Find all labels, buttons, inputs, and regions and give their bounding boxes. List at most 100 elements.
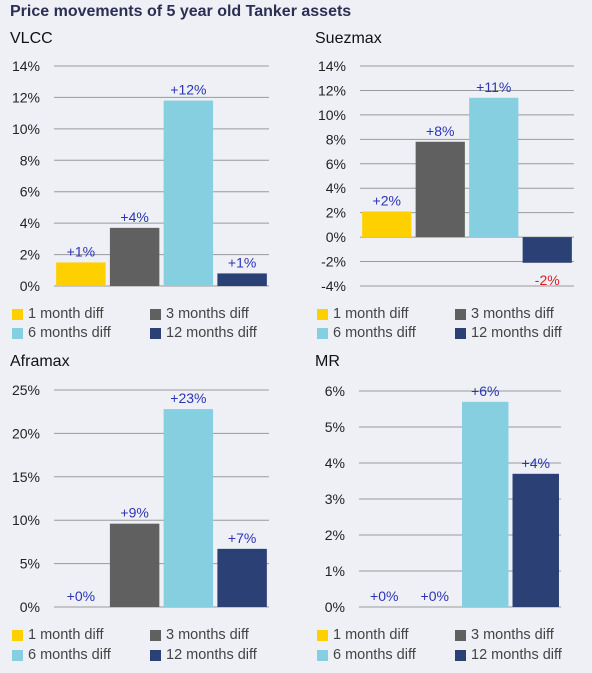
data-label: +0% [67, 588, 95, 604]
legend-item-3m: 3 months diff [455, 627, 554, 643]
bar [56, 262, 106, 286]
bar [163, 100, 214, 286]
y-tick-label: -2% [321, 254, 346, 270]
legend-item-12m: 12 months diff [455, 325, 562, 341]
data-label: +1% [228, 254, 256, 270]
legend-item-6m: 6 months diff [12, 325, 111, 341]
bar [462, 401, 509, 607]
y-tick-label: 0% [325, 599, 345, 615]
data-label: +11% [476, 79, 511, 95]
chart-title: VLCC [10, 30, 53, 47]
chart-panel-aframax: Aframax 0% 5% 10% 15% 20% 25% +0% +9% +23% +7% 1 … [0, 353, 296, 673]
legend-label: 12 months diff [471, 647, 562, 663]
legend-label: 6 months diff [333, 647, 416, 663]
data-label: -2% [535, 272, 560, 288]
legend-label: 3 months diff [166, 627, 249, 643]
y-tick-label: 0% [20, 278, 40, 294]
y-tick-label: 8% [326, 131, 346, 147]
legend-item-3m: 3 months diff [150, 306, 249, 322]
legend-item-1m: 1 month diff [317, 306, 409, 322]
chart-title: Aframax [10, 353, 70, 370]
legend-label: 3 months diff [166, 306, 249, 322]
legend-label: 1 month diff [28, 306, 104, 322]
chart-panel-mr: MR 0% 1% 2% 3% 4% 5% 6% +0% +0% +6% +4% 1 month di… [305, 353, 592, 673]
legend-label: 12 months diff [166, 647, 257, 663]
y-tick-label: 5% [20, 556, 40, 572]
legend-label: 12 months diff [471, 325, 562, 341]
y-tick-label: 10% [12, 121, 40, 137]
page-title: Price movements of 5 year old Tanker ass… [10, 3, 352, 20]
y-tick-label: 10% [12, 512, 40, 528]
y-tick-label: 0% [20, 599, 40, 615]
y-tick-label: 1% [325, 563, 345, 579]
legend-swatch [12, 308, 23, 320]
legend-swatch [150, 308, 161, 320]
data-label: +0% [370, 588, 398, 604]
y-tick-label: 0% [326, 229, 346, 245]
y-tick-label: 2% [20, 247, 40, 263]
legend-swatch [455, 327, 466, 339]
y-tick-label: 8% [20, 152, 40, 168]
y-tick-label: 15% [12, 469, 40, 485]
data-label: +2% [373, 192, 401, 208]
y-tick-label: 25% [12, 382, 40, 398]
bar [522, 237, 572, 263]
y-tick-label: 12% [12, 89, 40, 105]
data-label: +4% [120, 209, 148, 225]
legend-label: 1 month diff [28, 627, 104, 643]
legend-swatch [455, 629, 466, 641]
legend-swatch [317, 629, 328, 641]
bar [217, 273, 267, 286]
legend-label: 3 months diff [471, 627, 554, 643]
y-tick-label: 5% [325, 419, 345, 435]
legend-swatch [12, 629, 23, 641]
bar [415, 141, 465, 238]
legend-label: 1 month diff [333, 306, 409, 322]
legend-label: 12 months diff [166, 325, 257, 341]
chart-svg: 0% 5% 10% 15% 20% 25% +0% +9% +23% +7% [12, 382, 269, 615]
data-label: +0% [421, 588, 449, 604]
legend-swatch [455, 649, 466, 661]
y-tick-label: 2% [326, 205, 346, 221]
chart-title: Suezmax [315, 30, 382, 47]
bar [109, 227, 160, 286]
legend-swatch [317, 649, 328, 661]
legend-swatch [12, 327, 23, 339]
y-tick-label: 14% [318, 58, 346, 74]
bar [217, 548, 267, 607]
legend-item-3m: 3 months diff [455, 306, 554, 322]
legend-item-1m: 1 month diff [12, 627, 104, 643]
data-label: +9% [120, 505, 148, 521]
legend-swatch [317, 327, 328, 339]
chart-svg: -4% -2% 0% 2% 4% 6% 8% 10% 12% 14% +2% +8% +11% -2% [318, 58, 574, 294]
y-tick-label: 6% [20, 184, 40, 200]
legend-item-12m: 12 months diff [455, 647, 562, 663]
data-label: +8% [426, 123, 454, 139]
legend-label: 6 months diff [333, 325, 416, 341]
chart-svg: 0% 1% 2% 3% 4% 5% 6% +0% +0% +6% +4% [325, 383, 561, 615]
legend-item-12m: 12 months diff [150, 647, 257, 663]
chart-svg: 0% 2% 4% 6% 8% 10% 12% 14% +1% +4% +12% +1% [12, 58, 269, 294]
y-tick-label: 6% [326, 156, 346, 172]
y-tick-label: 3% [325, 491, 345, 507]
y-tick-label: 4% [20, 215, 40, 231]
y-tick-label: 4% [325, 455, 345, 471]
legend-item-12m: 12 months diff [150, 325, 257, 341]
legend-swatch [317, 308, 328, 320]
y-tick-label: 10% [318, 107, 346, 123]
legend-item-1m: 1 month diff [317, 627, 409, 643]
data-label: +4% [522, 455, 550, 471]
y-tick-label: 4% [326, 180, 346, 196]
legend-swatch [150, 649, 161, 661]
chart-panel-suezmax: Suezmax -4% -2% 0% 2% 4% 6% 8% 10% 12% 14% +2% +8% +… [305, 30, 592, 350]
legend-label: 6 months diff [28, 647, 111, 663]
data-label: +6% [471, 383, 499, 399]
y-tick-label: 6% [325, 383, 345, 399]
legend-swatch [12, 649, 23, 661]
legend-swatch [150, 629, 161, 641]
legend-swatch [455, 308, 466, 320]
bar [512, 473, 559, 607]
legend-item-6m: 6 months diff [317, 325, 416, 341]
y-tick-label: 2% [325, 527, 345, 543]
legend-item-1m: 1 month diff [12, 306, 104, 322]
